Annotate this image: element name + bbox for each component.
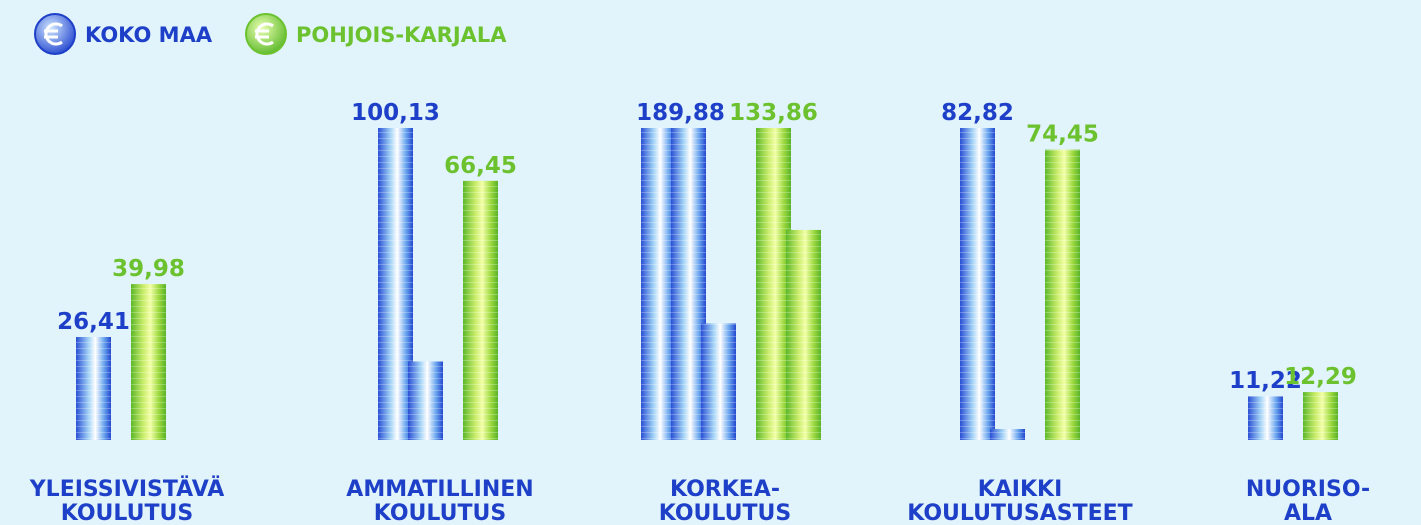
coin-edges	[786, 230, 821, 440]
coin-edges	[76, 337, 111, 440]
legend-coin	[35, 14, 75, 54]
coin-edges	[960, 128, 995, 440]
legend-label: KOKO MAA	[85, 23, 213, 47]
value-label: 189,88	[636, 100, 725, 126]
value-label: 66,45	[444, 153, 517, 179]
value-label: 100,13	[351, 100, 440, 126]
coin-stack	[1248, 396, 1283, 440]
coin-edges	[408, 361, 443, 440]
coin-edges	[1045, 150, 1080, 440]
coin-edges	[131, 284, 166, 440]
category-label: KOULUTUSASTEET	[907, 501, 1132, 525]
value-label: 74,45	[1026, 122, 1099, 148]
value-label: 82,82	[941, 100, 1014, 126]
category-label: KOULUTUS	[374, 501, 506, 525]
legend-coin	[246, 14, 286, 54]
coin-edges	[671, 128, 706, 440]
value-label: 39,98	[112, 256, 185, 282]
coin-stack	[1045, 150, 1080, 440]
coin-edges	[378, 128, 413, 440]
coin-edges	[990, 429, 1025, 440]
legend-item: KOKO MAA	[35, 14, 213, 54]
coin-stack	[378, 128, 443, 440]
legend: KOKO MAA POHJOIS-KARJALA	[35, 14, 507, 54]
coin-edges	[756, 128, 791, 440]
value-label: 12,29	[1284, 364, 1357, 390]
category-label: KORKEA-	[670, 477, 780, 502]
coin-stack	[756, 128, 821, 440]
chart: KOKO MAA POHJOIS-KARJALA 26,41 39,98 YLEISS…	[0, 0, 1421, 525]
legend-item: POHJOIS-KARJALA	[246, 14, 507, 54]
category-label: KOULUTUS	[659, 501, 791, 525]
coin-edges	[701, 323, 736, 440]
coin-stack	[463, 181, 498, 440]
coin-edges	[1303, 392, 1338, 440]
plot: 26,4139,98YLEISSIVISTÄVÄKOULUTUS100,1366…	[29, 100, 1370, 525]
value-label: 26,41	[57, 309, 130, 335]
coin-edges	[1248, 396, 1283, 440]
category-label: NUORISO-	[1246, 477, 1370, 502]
category-label: YLEISSIVISTÄVÄ	[29, 476, 225, 502]
coin-stack	[76, 337, 111, 440]
legend-label: POHJOIS-KARJALA	[296, 23, 507, 47]
coin-stack	[960, 128, 1025, 440]
coin-edges	[641, 128, 676, 440]
coin-edges	[463, 181, 498, 440]
category-label: AMMATILLINEN	[346, 477, 533, 502]
category-label: KOULUTUS	[61, 501, 193, 525]
category-label: ALA	[1284, 501, 1332, 525]
coin-stack	[131, 284, 166, 440]
coin-stack	[1303, 392, 1338, 440]
coin-stack	[641, 128, 736, 440]
category-label: KAIKKI	[978, 477, 1063, 502]
value-label: 133,86	[729, 100, 818, 126]
